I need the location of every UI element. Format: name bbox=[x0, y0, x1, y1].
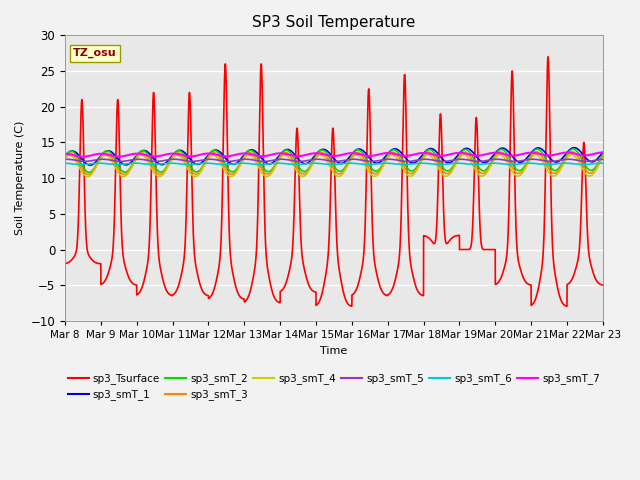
sp3_smT_5 bbox=[470, 158, 477, 164]
sp3_Tsurface bbox=[544, 54, 552, 60]
sp3_smT_7 bbox=[577, 152, 584, 158]
sp3_smT_1 bbox=[577, 148, 584, 154]
sp3_smT_6 bbox=[61, 160, 69, 166]
Line: sp3_Tsurface: sp3_Tsurface bbox=[65, 57, 603, 306]
sp3_smT_6 bbox=[570, 161, 577, 167]
sp3_smT_3 bbox=[568, 149, 576, 155]
sp3_smT_6 bbox=[470, 162, 477, 168]
sp3_smT_3 bbox=[316, 150, 323, 156]
sp3_smT_6 bbox=[316, 161, 323, 167]
sp3_smT_2 bbox=[599, 152, 607, 157]
Line: sp3_smT_2: sp3_smT_2 bbox=[65, 149, 603, 172]
sp3_Tsurface bbox=[470, 204, 477, 210]
sp3_smT_5 bbox=[570, 157, 577, 163]
sp3_smT_5 bbox=[577, 158, 584, 164]
sp3_smT_7 bbox=[79, 154, 87, 159]
sp3_smT_2 bbox=[569, 146, 577, 152]
sp3_smT_3 bbox=[599, 153, 607, 159]
sp3_Tsurface bbox=[316, 298, 323, 304]
sp3_Tsurface bbox=[577, 230, 584, 236]
sp3_smT_3 bbox=[61, 155, 69, 160]
sp3_smT_6 bbox=[599, 160, 607, 166]
sp3_smT_6 bbox=[244, 161, 252, 167]
sp3_smT_6 bbox=[577, 162, 584, 168]
sp3_smT_5 bbox=[244, 156, 252, 162]
sp3_smT_1 bbox=[470, 150, 477, 156]
sp3_smT_6 bbox=[454, 160, 462, 166]
sp3_smT_7 bbox=[244, 151, 252, 156]
sp3_smT_4 bbox=[577, 162, 584, 168]
X-axis label: Time: Time bbox=[320, 346, 348, 356]
sp3_smT_5 bbox=[583, 158, 591, 164]
sp3_smT_3 bbox=[84, 172, 92, 178]
sp3_smT_1 bbox=[599, 149, 607, 155]
sp3_smT_4 bbox=[244, 152, 252, 158]
sp3_smT_4 bbox=[599, 155, 607, 161]
sp3_smT_7 bbox=[61, 151, 69, 157]
sp3_smT_5 bbox=[599, 156, 607, 162]
sp3_smT_4 bbox=[570, 153, 577, 158]
sp3_Tsurface bbox=[599, 282, 607, 288]
sp3_smT_2 bbox=[316, 148, 323, 154]
sp3_smT_5 bbox=[63, 156, 70, 162]
sp3_Tsurface bbox=[61, 261, 69, 266]
sp3_smT_4 bbox=[470, 163, 477, 169]
sp3_smT_1 bbox=[316, 148, 323, 154]
sp3_Tsurface bbox=[454, 233, 462, 239]
Y-axis label: Soil Temperature (C): Soil Temperature (C) bbox=[15, 121, 25, 235]
sp3_smT_7 bbox=[570, 151, 577, 156]
sp3_smT_3 bbox=[244, 150, 252, 156]
sp3_smT_1 bbox=[570, 145, 577, 151]
sp3_smT_1 bbox=[86, 162, 94, 168]
sp3_smT_3 bbox=[454, 156, 462, 161]
sp3_smT_2 bbox=[570, 146, 577, 152]
sp3_smT_4 bbox=[568, 152, 575, 157]
sp3_smT_5 bbox=[316, 156, 323, 162]
Line: sp3_smT_1: sp3_smT_1 bbox=[65, 148, 603, 165]
sp3_smT_3 bbox=[570, 149, 577, 155]
sp3_smT_1 bbox=[454, 152, 462, 158]
sp3_smT_2 bbox=[470, 155, 477, 161]
Line: sp3_smT_6: sp3_smT_6 bbox=[65, 163, 603, 165]
sp3_smT_4 bbox=[316, 152, 323, 158]
sp3_smT_1 bbox=[244, 148, 252, 154]
sp3_smT_6 bbox=[77, 162, 85, 168]
sp3_smT_4 bbox=[84, 174, 92, 180]
sp3_smT_3 bbox=[577, 158, 584, 164]
Text: TZ_osu: TZ_osu bbox=[73, 48, 116, 59]
sp3_Tsurface bbox=[244, 295, 252, 301]
sp3_smT_2 bbox=[244, 148, 252, 154]
sp3_smT_7 bbox=[470, 153, 477, 158]
sp3_smT_2 bbox=[577, 154, 584, 159]
sp3_smT_2 bbox=[61, 154, 69, 159]
sp3_smT_4 bbox=[454, 157, 462, 163]
sp3_smT_2 bbox=[85, 169, 93, 175]
sp3_smT_1 bbox=[61, 153, 69, 159]
sp3_smT_3 bbox=[470, 159, 477, 165]
sp3_smT_2 bbox=[454, 154, 462, 160]
Legend: sp3_Tsurface, sp3_smT_1, sp3_smT_2, sp3_smT_3, sp3_smT_4, sp3_smT_5, sp3_smT_6, : sp3_Tsurface, sp3_smT_1, sp3_smT_2, sp3_… bbox=[64, 369, 604, 405]
sp3_smT_5 bbox=[61, 156, 69, 162]
Line: sp3_smT_5: sp3_smT_5 bbox=[65, 159, 603, 161]
Line: sp3_smT_4: sp3_smT_4 bbox=[65, 155, 603, 177]
sp3_smT_1 bbox=[570, 145, 578, 151]
sp3_Tsurface bbox=[348, 303, 356, 309]
Title: SP3 Soil Temperature: SP3 Soil Temperature bbox=[252, 15, 415, 30]
sp3_smT_6 bbox=[597, 160, 605, 166]
sp3_smT_7 bbox=[316, 151, 323, 156]
Line: sp3_smT_7: sp3_smT_7 bbox=[65, 153, 603, 156]
sp3_smT_5 bbox=[454, 156, 462, 162]
sp3_smT_7 bbox=[599, 150, 607, 156]
Line: sp3_smT_3: sp3_smT_3 bbox=[65, 152, 603, 175]
sp3_smT_7 bbox=[454, 150, 462, 156]
sp3_smT_4 bbox=[61, 156, 69, 162]
sp3_Tsurface bbox=[570, 273, 577, 278]
